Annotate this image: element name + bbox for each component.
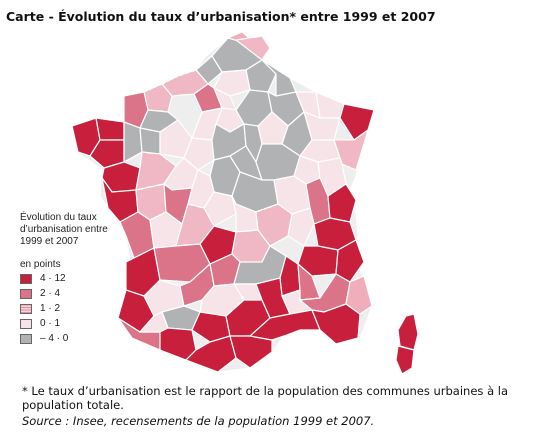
legend-swatch [20, 289, 32, 299]
legend-item: 0 · 1 [20, 317, 120, 331]
region-alpes-maritimes [345, 275, 373, 315]
region-var [311, 303, 361, 345]
legend-item: – 4 · 0 [20, 332, 120, 346]
map-title: Carte - Évolution du taux d’urbanisation… [6, 9, 436, 24]
region-aisne-north [234, 35, 271, 61]
legend-swatch [20, 274, 32, 284]
region-ille-et-vilaine [123, 121, 143, 164]
legend-swatch [20, 319, 32, 329]
legend-title: Évolution du taux d’urbanisation entre 1… [20, 212, 108, 247]
legend-swatch [20, 304, 32, 314]
footnote: * Le taux d’urbanisation est le rapport … [22, 384, 509, 412]
legend-items: 4 · 12 2 · 4 1 · 2 0 · 1 – 4 · 0 [20, 272, 120, 346]
source-note: Source : Insee, recensements de la popul… [22, 414, 375, 428]
legend-unit: en points [20, 259, 61, 270]
legend-label: 2 · 4 [40, 288, 61, 299]
region-rhone [287, 207, 315, 247]
region-moselle [315, 91, 345, 119]
legend-label: – 4 · 0 [40, 333, 69, 344]
legend-label: 4 · 12 [40, 273, 66, 284]
legend-label: 1 · 2 [40, 303, 61, 314]
region-haute-savoie [327, 183, 357, 223]
region-corse-du-sud [395, 345, 415, 375]
region-mayenne [139, 127, 161, 155]
region-bouches-du-rhone [248, 309, 321, 341]
region-haut-rhin [333, 128, 370, 171]
region-cotes-darmor [95, 117, 125, 141]
legend-item: 1 · 2 [20, 302, 120, 316]
region-oise [213, 69, 251, 97]
region-haute-corse [397, 313, 419, 351]
legend-item: 2 · 4 [20, 287, 120, 301]
legend-swatch [20, 334, 32, 344]
legend-label: 0 · 1 [40, 318, 61, 329]
legend-item: 4 · 12 [20, 272, 120, 286]
map-legend: Évolution du taux d’urbanisation entre 1… [20, 212, 120, 346]
